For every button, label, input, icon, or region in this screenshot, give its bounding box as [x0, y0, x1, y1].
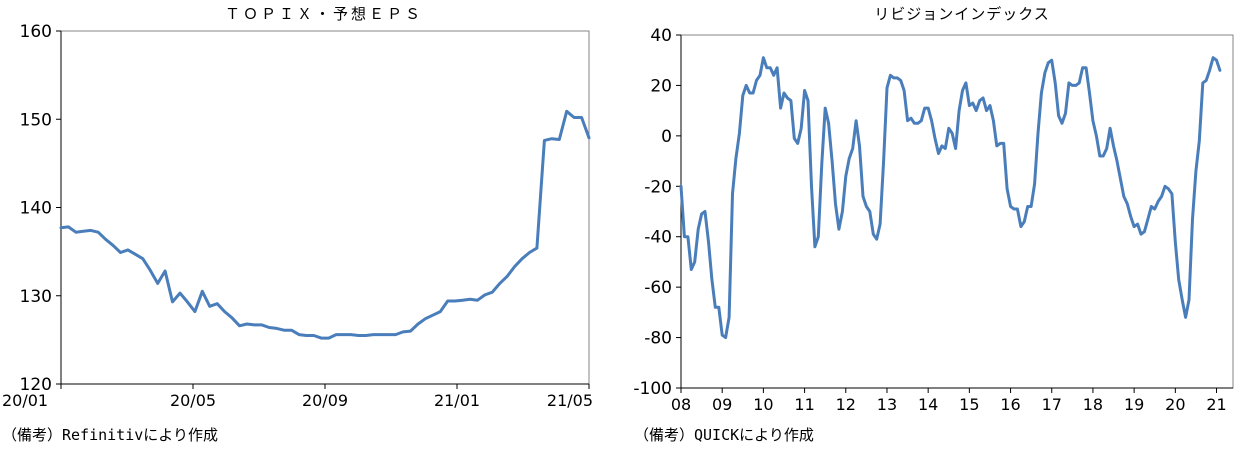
source-note: （備考）QUICKにより作成 — [634, 426, 814, 444]
y-tick-label: -20 — [644, 177, 672, 197]
source-note: （備考）Refinitivにより作成 — [2, 426, 218, 444]
series-line — [679, 56, 1222, 340]
x-tick-label: 21/05 — [547, 391, 593, 410]
x-tick-label: 21 — [1206, 395, 1226, 414]
x-tick-label: 16 — [1000, 395, 1020, 414]
x-tick-label: 20/05 — [170, 391, 216, 410]
y-tick-label: 20 — [650, 76, 672, 96]
y-tick-label: -80 — [644, 329, 672, 349]
x-tick-label: 20/09 — [302, 391, 348, 410]
x-tick-label: 14 — [918, 395, 938, 414]
x-tick-label: 21/01 — [434, 391, 480, 410]
x-tick-label: 11 — [794, 395, 814, 414]
y-tick-label: 120 — [20, 375, 52, 395]
plot-area — [60, 30, 590, 385]
x-tick-label: 18 — [1083, 395, 1103, 414]
y-tick-label: -60 — [644, 278, 672, 298]
chart-title: ＴＯＰＩＸ・予想ＥＰＳ — [225, 5, 423, 23]
y-tick-label: 40 — [650, 26, 672, 46]
y-tick-label: -40 — [644, 228, 672, 248]
series-line — [59, 109, 591, 340]
chart-title: リビジョンインデックス — [874, 5, 1050, 23]
x-tick-label: 19 — [1124, 395, 1144, 414]
y-tick-label: 140 — [20, 199, 52, 219]
x-tick-label: 13 — [877, 395, 897, 414]
x-tick-label: 08 — [671, 395, 691, 414]
y-tick-label: -100 — [633, 379, 672, 399]
y-tick-label: 130 — [20, 287, 52, 307]
x-tick-label: 09 — [712, 395, 732, 414]
y-tick-label: 160 — [20, 22, 52, 42]
x-tick-label: 12 — [836, 395, 856, 414]
chart-topix-eps: ＴＯＰＩＸ・予想ＥＰＳ 160 150 140 130 120 20/01 20/05 20… — [2, 5, 593, 410]
x-tick-label: 10 — [753, 395, 773, 414]
x-tick-label: 20/01 — [2, 391, 48, 410]
chart-revision-index: リビジョンインデックス 40 20 0 -20 -40 -60 -80 -100 08 09 10… — [633, 5, 1234, 414]
x-tick-label: 17 — [1042, 395, 1062, 414]
x-tick-label: 20 — [1165, 395, 1185, 414]
y-tick-label: 0 — [661, 127, 672, 147]
x-tick-label: 15 — [959, 395, 979, 414]
y-tick-label: 150 — [20, 110, 52, 130]
